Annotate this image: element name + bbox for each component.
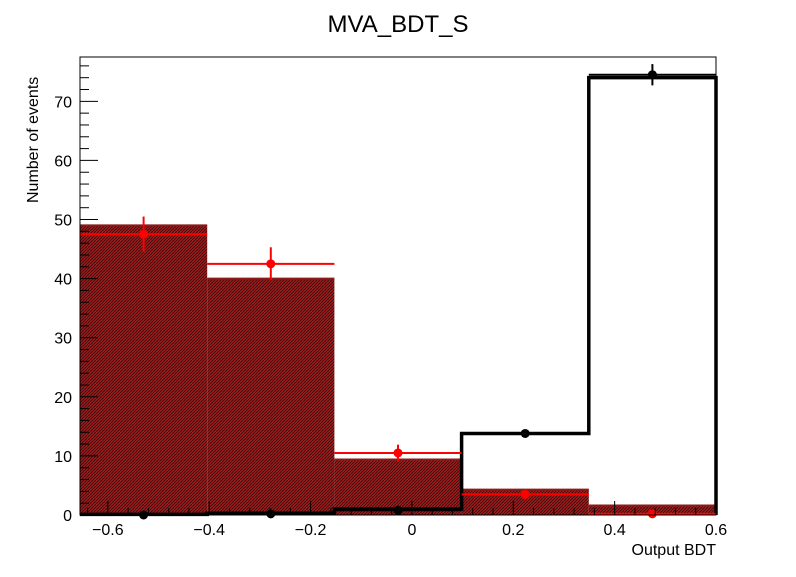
- red-data-point: [266, 259, 276, 269]
- black-points-layer: [80, 64, 716, 520]
- x-tick-label: −0.2: [295, 522, 327, 539]
- x-tick-label: −0.4: [193, 522, 225, 539]
- y-tick-label: 50: [54, 213, 72, 230]
- x-tick-label: 0.4: [604, 522, 626, 539]
- axes-layer: −0.6 −0.4 −0.2 0 0.2 0.4 0.6 0 10 20 30 40 50 60 70: [54, 65, 727, 539]
- x-tick-label: 0: [407, 522, 416, 539]
- red-data-point: [647, 509, 657, 519]
- y-axis-label: Number of events: [25, 77, 42, 203]
- black-data-point: [520, 428, 530, 438]
- y-tick-label: 20: [54, 390, 72, 407]
- y-tick-label: 40: [54, 272, 72, 289]
- black-data-point: [393, 505, 403, 515]
- hatched-bar: [80, 225, 208, 515]
- red-points-layer: [80, 216, 716, 519]
- red-data-point: [520, 489, 530, 499]
- black-data-point: [647, 70, 657, 80]
- red-data-point: [393, 448, 403, 458]
- x-axis-label: Output BDT: [632, 542, 717, 559]
- x-tick-label: −0.6: [92, 522, 124, 539]
- y-tick-label: 0: [63, 508, 72, 525]
- hatched-bar: [207, 278, 335, 515]
- hatched-histogram-layer: [80, 224, 716, 515]
- red-data-point: [139, 229, 149, 239]
- y-tick-label: 70: [54, 94, 72, 111]
- black-data-point: [266, 509, 276, 519]
- plot-frame: [79, 56, 717, 516]
- hatched-bar: [334, 459, 462, 515]
- chart-title: MVA_BDT_S: [328, 11, 469, 38]
- y-tick-label: 30: [54, 331, 72, 348]
- x-tick-label: 0.2: [502, 522, 524, 539]
- y-tick-label: 10: [54, 449, 72, 466]
- y-tick-label: 60: [54, 153, 72, 170]
- x-tick-label: 0.6: [705, 522, 727, 539]
